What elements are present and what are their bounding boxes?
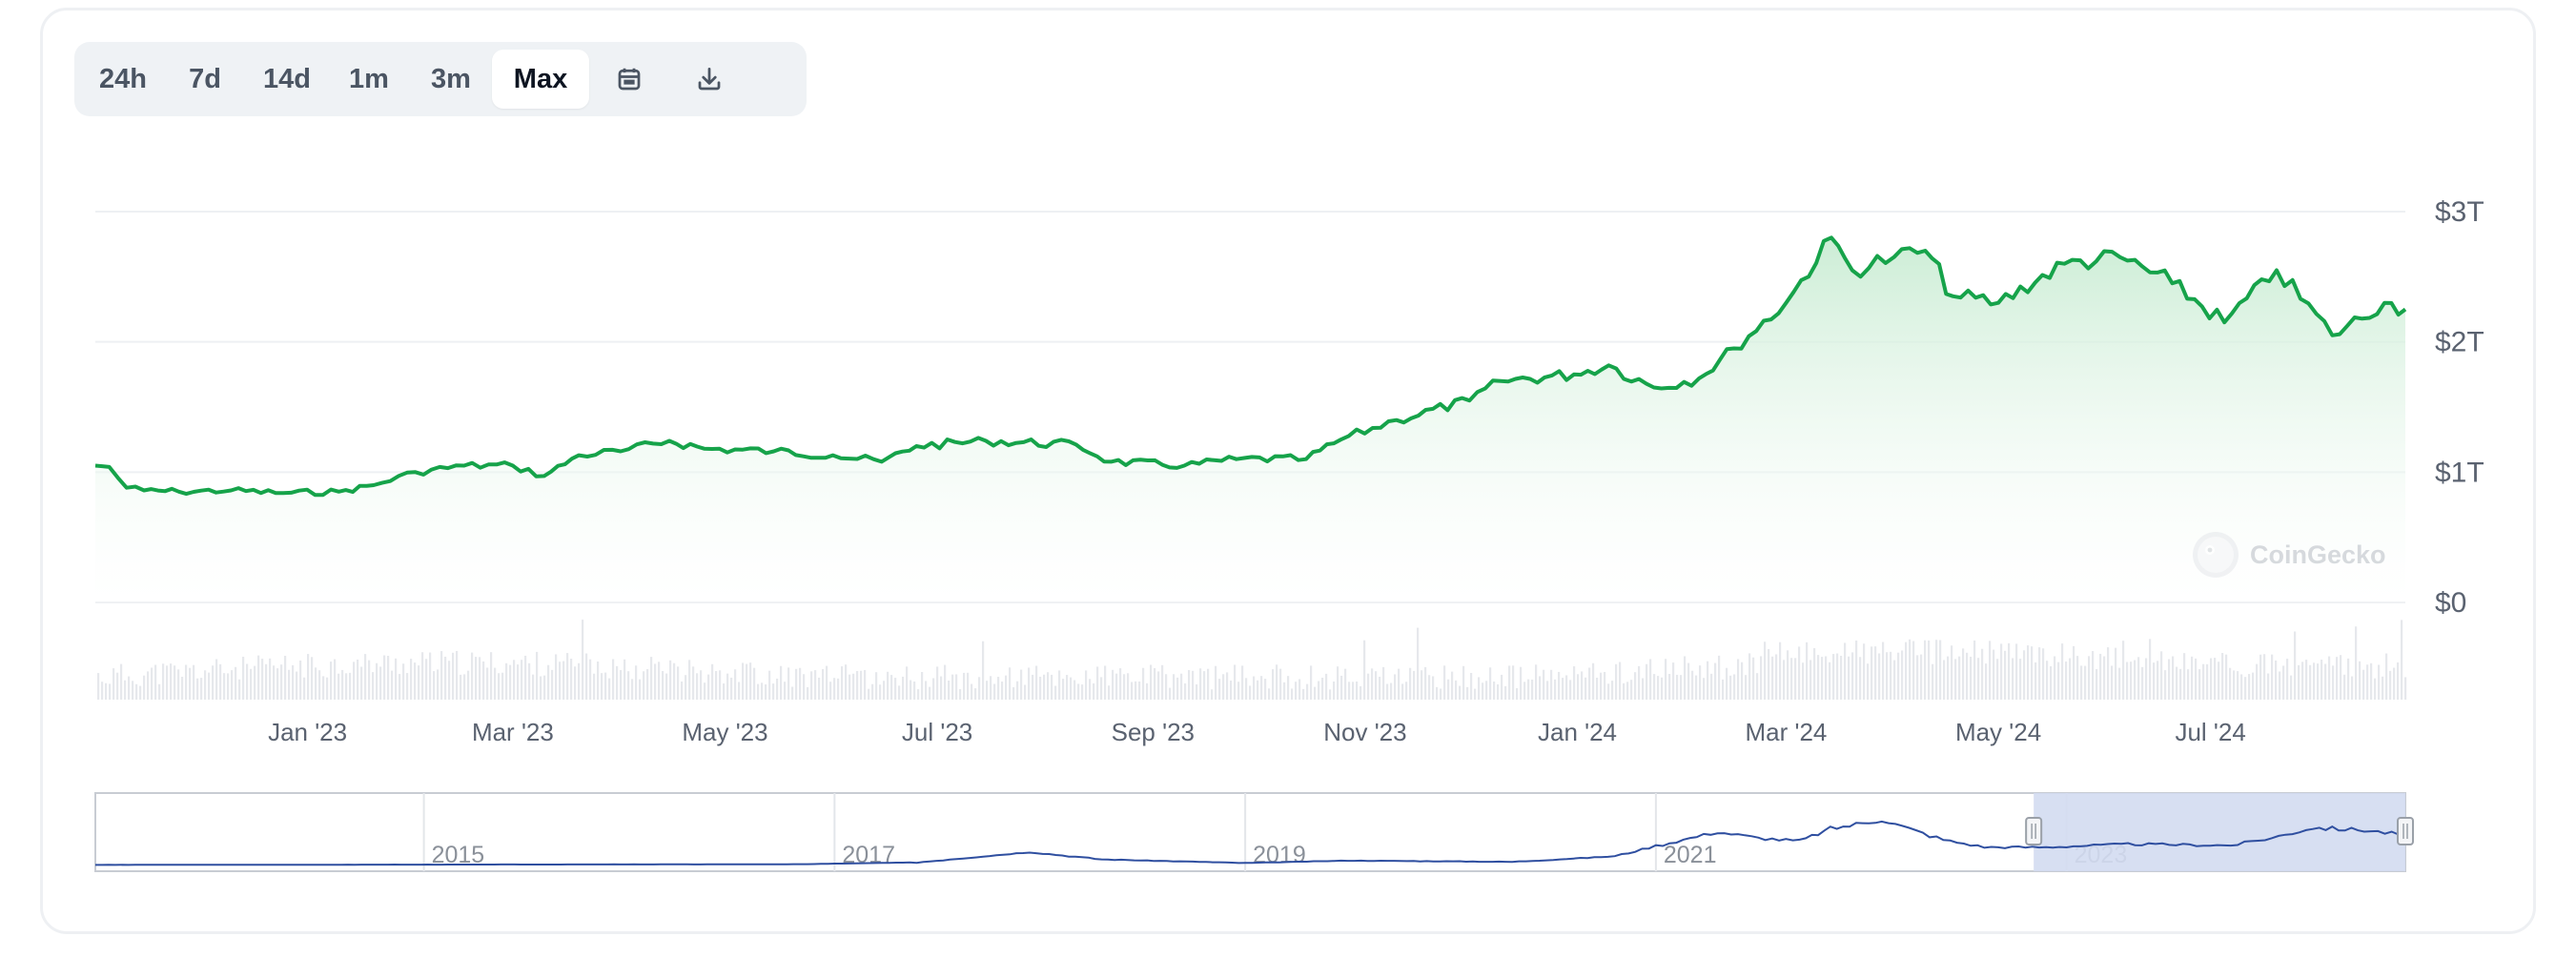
timeframe-max-button[interactable]: Max [492,50,589,109]
timeframe-3m-button[interactable]: 3m [431,63,471,94]
timeframe-7d-button[interactable]: 7d [189,63,221,94]
download-icon[interactable] [669,50,749,109]
chart-card [40,8,2536,934]
watermark-text: CoinGecko [2250,540,2386,569]
timeframe-toolbar: 24h 7d 14d 1m 3m Max [74,42,807,116]
calendar-icon[interactable] [589,50,669,109]
coingecko-watermark: CoinGecko [2191,530,2386,580]
coingecko-logo-icon [2193,532,2239,578]
timeframe-1m-button[interactable]: 1m [349,63,389,94]
timeframe-24h-button[interactable]: 24h [99,63,147,94]
timeframe-14d-button[interactable]: 14d [263,63,311,94]
